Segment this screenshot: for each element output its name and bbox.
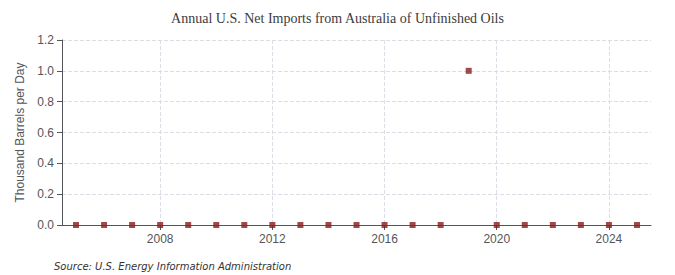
svg-text:2008: 2008 (147, 232, 174, 246)
svg-text:2020: 2020 (483, 232, 510, 246)
svg-text:Thousand Barrels per Day: Thousand Barrels per Day (13, 62, 27, 202)
svg-text:0.2: 0.2 (37, 187, 54, 201)
svg-text:2012: 2012 (259, 232, 286, 246)
svg-text:0.6: 0.6 (37, 126, 54, 140)
svg-text:0.8: 0.8 (37, 95, 54, 109)
svg-text:Source: U.S. Energy Informatio: Source: U.S. Energy Information Administ… (54, 261, 291, 272)
svg-text:1.0: 1.0 (37, 64, 54, 78)
svg-text:0.0: 0.0 (37, 218, 54, 232)
svg-text:2016: 2016 (371, 232, 398, 246)
svg-text:Annual U.S. Net Imports from A: Annual U.S. Net Imports from Australia o… (171, 11, 504, 26)
svg-text:1.2: 1.2 (37, 33, 54, 47)
svg-text:0.4: 0.4 (37, 156, 54, 170)
svg-text:2024: 2024 (596, 232, 623, 246)
